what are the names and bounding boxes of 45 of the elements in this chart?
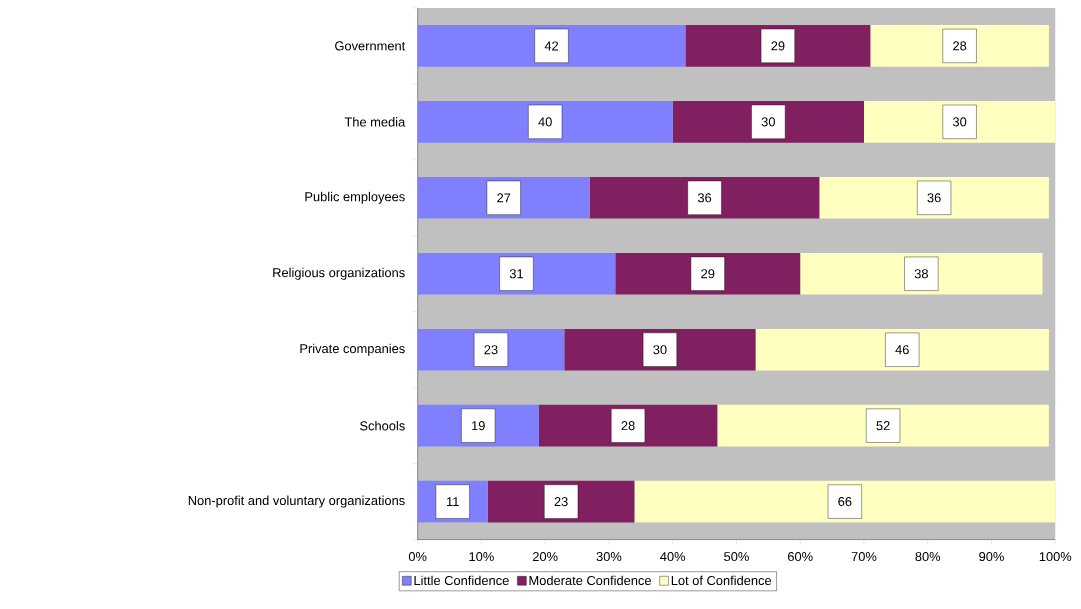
y-tick-label: Non-profit and voluntary organizations bbox=[188, 495, 405, 508]
data-label: 31 bbox=[509, 269, 524, 279]
data-label: 36 bbox=[697, 193, 712, 203]
x-tick-label: 20% bbox=[532, 552, 558, 562]
y-tick-label: Religious organizations bbox=[273, 267, 405, 280]
data-label: 52 bbox=[876, 421, 890, 431]
y-tick-label: Public employees bbox=[305, 191, 405, 204]
data-label: 19 bbox=[472, 421, 485, 431]
legend-label: Lot of Confidence bbox=[671, 575, 772, 586]
x-tick-label: 0% bbox=[408, 552, 427, 562]
data-label: 23 bbox=[554, 497, 568, 507]
x-tick-label: 60% bbox=[787, 552, 813, 562]
x-tick-label: 100% bbox=[1039, 552, 1072, 562]
data-label: 46 bbox=[895, 345, 909, 355]
data-label: 42 bbox=[544, 41, 559, 51]
y-tick-label: Schools bbox=[360, 420, 405, 431]
data-label: 29 bbox=[701, 269, 715, 279]
legend-label: Little Confidence bbox=[414, 575, 509, 586]
x-tick-label: 80% bbox=[915, 552, 941, 562]
data-label: 23 bbox=[484, 345, 498, 355]
data-label: 30 bbox=[761, 117, 775, 127]
x-tick-label: 30% bbox=[596, 552, 622, 562]
data-label: 29 bbox=[771, 41, 785, 51]
bar bbox=[717, 404, 1049, 447]
data-label: 28 bbox=[953, 41, 967, 51]
y-tick-label: Government bbox=[335, 41, 406, 51]
legend-label: Moderate Confidence bbox=[529, 575, 651, 586]
data-label: 28 bbox=[621, 421, 635, 431]
data-label: 38 bbox=[914, 269, 928, 279]
y-tick-label: The media bbox=[344, 117, 406, 127]
x-tick-label: 50% bbox=[724, 552, 749, 562]
x-tick-label: 90% bbox=[979, 552, 1004, 562]
data-label: 66 bbox=[838, 497, 852, 507]
bar bbox=[755, 328, 1049, 371]
data-label: 30 bbox=[653, 345, 667, 355]
data-label: 36 bbox=[927, 193, 941, 203]
data-label: 30 bbox=[952, 117, 967, 127]
data-label: 40 bbox=[538, 117, 552, 127]
x-tick-label: 70% bbox=[851, 552, 877, 562]
data-label: 11 bbox=[447, 497, 459, 507]
x-tick-label: 40% bbox=[660, 552, 686, 562]
x-tick-label: 10% bbox=[469, 552, 494, 562]
y-tick-label: Private companies bbox=[300, 343, 405, 356]
bar bbox=[634, 480, 1056, 523]
data-label: 27 bbox=[497, 193, 511, 203]
